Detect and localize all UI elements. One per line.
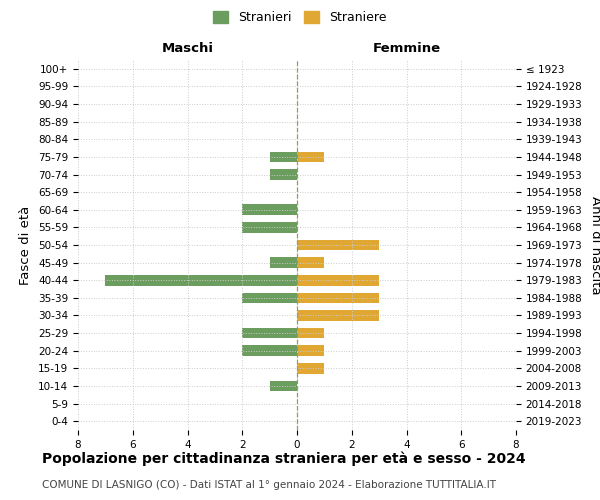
- Bar: [297, 240, 379, 250]
- Bar: [242, 328, 297, 338]
- Bar: [242, 204, 297, 215]
- Bar: [106, 275, 297, 285]
- Bar: [297, 292, 379, 303]
- Bar: [242, 346, 297, 356]
- Bar: [269, 152, 297, 162]
- Bar: [297, 275, 379, 285]
- Bar: [269, 258, 297, 268]
- Bar: [242, 292, 297, 303]
- Bar: [297, 152, 325, 162]
- Text: COMUNE DI LASNIGO (CO) - Dati ISTAT al 1° gennaio 2024 - Elaborazione TUTTITALIA: COMUNE DI LASNIGO (CO) - Dati ISTAT al 1…: [42, 480, 496, 490]
- Bar: [297, 346, 325, 356]
- Text: Popolazione per cittadinanza straniera per età e sesso - 2024: Popolazione per cittadinanza straniera p…: [42, 451, 526, 466]
- Bar: [269, 380, 297, 391]
- Y-axis label: Anni di nascita: Anni di nascita: [589, 196, 600, 294]
- Bar: [269, 169, 297, 180]
- Bar: [297, 310, 379, 321]
- Y-axis label: Fasce di età: Fasce di età: [19, 206, 32, 284]
- Bar: [297, 258, 325, 268]
- Bar: [297, 328, 325, 338]
- Legend: Stranieri, Straniere: Stranieri, Straniere: [208, 6, 392, 29]
- Bar: [297, 363, 325, 374]
- Bar: [242, 222, 297, 232]
